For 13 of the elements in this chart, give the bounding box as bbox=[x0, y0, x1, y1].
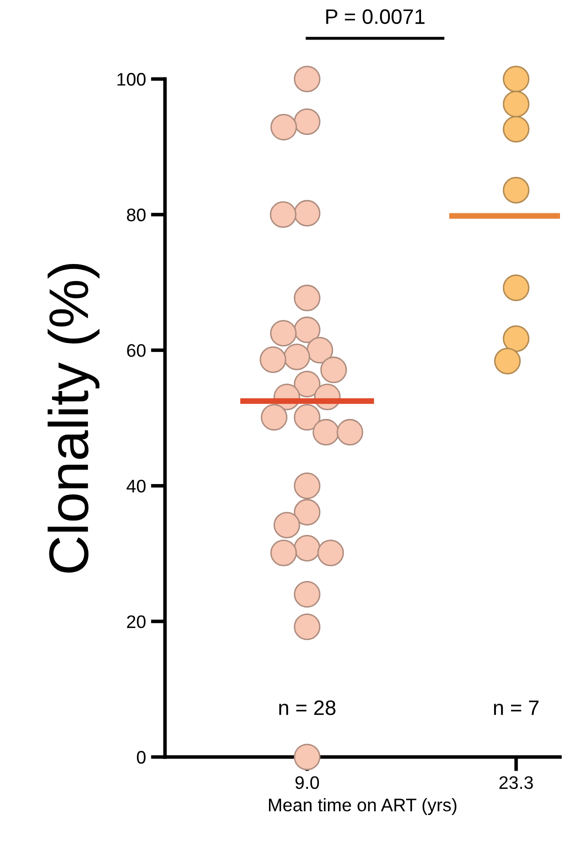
y-tick-label: 100 bbox=[118, 72, 146, 86]
y-tick-label: 0 bbox=[136, 750, 146, 764]
y-tick-label: 80 bbox=[126, 208, 146, 222]
x-tick-label: 23.3 bbox=[499, 776, 533, 790]
text: P = 0.0071 bbox=[326, 9, 425, 24]
y-axis-title: Clonality (%) bbox=[48, 264, 100, 573]
annotation: n = 7 bbox=[494, 700, 539, 715]
x-tick-label: 9.0 bbox=[295, 776, 319, 790]
x-axis-title: Mean time on ART (yrs) bbox=[268, 798, 456, 815]
y-tick-label: 40 bbox=[126, 480, 146, 493]
y-tick-label: 20 bbox=[127, 615, 146, 628]
annotation: n = 28 bbox=[279, 700, 336, 716]
y-tick-label: 60 bbox=[127, 344, 146, 357]
